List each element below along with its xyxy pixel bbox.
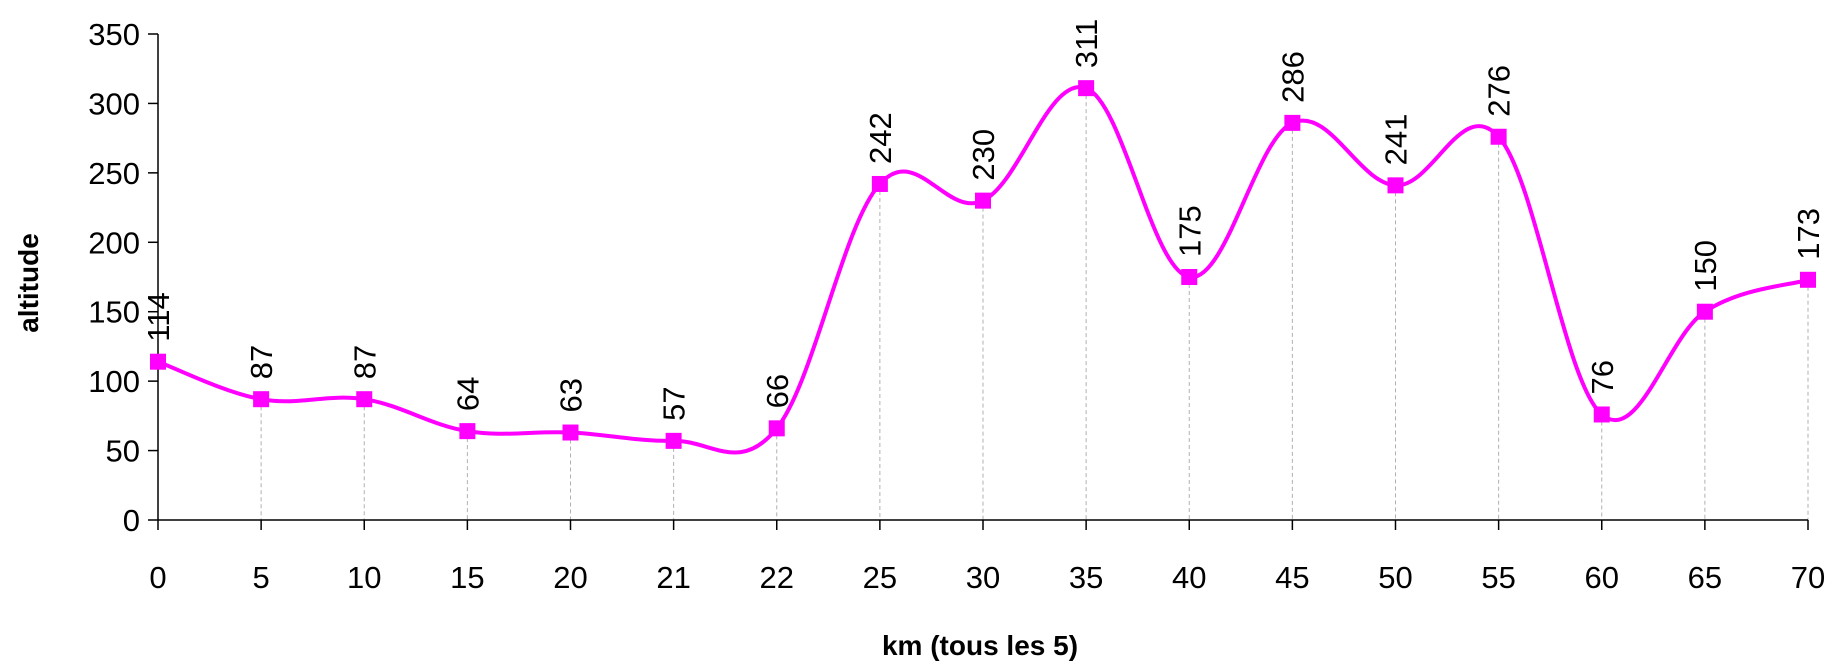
x-tick-label: 60 (1585, 560, 1619, 595)
data-point-marker (871, 175, 888, 192)
drop-lines (157, 88, 1809, 520)
y-tick-label: 50 (106, 434, 140, 469)
x-tick-label: 15 (450, 560, 484, 595)
data-point-marker (562, 424, 579, 441)
data-label: 114 (141, 292, 176, 341)
x-tick-label: 55 (1481, 560, 1515, 595)
y-tick-label: 0 (123, 503, 140, 538)
data-label: 87 (347, 345, 382, 379)
x-tick-label: 0 (149, 560, 166, 595)
data-label: 64 (450, 377, 485, 411)
y-tick-label: 200 (88, 225, 140, 260)
y-tick-label: 250 (88, 156, 140, 191)
y-tick-label: 150 (88, 295, 140, 330)
x-tick-label: 35 (1069, 560, 1103, 595)
x-tick-label: 30 (966, 560, 1000, 595)
data-label: 311 (1069, 19, 1104, 68)
data-label: 173 (1791, 208, 1826, 260)
data-point-marker (1284, 114, 1301, 131)
data-label: 66 (760, 374, 795, 408)
data-label: 230 (966, 129, 1001, 181)
data-point-marker (1593, 406, 1610, 423)
data-label: 63 (554, 378, 589, 412)
data-label: 87 (244, 345, 279, 379)
x-tick-label: 22 (760, 560, 794, 595)
data-point-marker (1800, 271, 1816, 288)
data-label: 242 (863, 112, 898, 164)
data-point-marker (1696, 303, 1713, 320)
data-point-marker (150, 353, 166, 370)
x-axis-title: km (tous les 5) (882, 630, 1078, 661)
x-tick-label: 25 (863, 560, 897, 595)
x-tick-label: 50 (1378, 560, 1412, 595)
axes: 0 50 100 150 200 250 300 350 0 5 10 15 20 21 22 25 30 35 4… (88, 17, 1825, 595)
y-tick-label: 100 (88, 364, 140, 399)
x-tick-label: 21 (656, 560, 690, 595)
data-point-marker (1078, 80, 1095, 97)
x-tick-label: 65 (1688, 560, 1722, 595)
x-tick-label: 10 (347, 560, 381, 595)
altitude-series (150, 80, 1816, 455)
y-axis-title: altitude (13, 233, 44, 333)
y-tick-label: 350 (88, 17, 140, 52)
data-point-marker (459, 423, 476, 440)
x-tick-label: 5 (253, 560, 270, 595)
data-label: 76 (1585, 360, 1620, 394)
x-tick-label: 70 (1791, 560, 1825, 595)
altitude-line (157, 85, 1809, 455)
data-point-marker (975, 192, 991, 209)
data-point-marker (356, 391, 373, 408)
data-point-marker (1181, 269, 1198, 285)
x-tick-label: 45 (1275, 560, 1309, 595)
data-label: 241 (1379, 114, 1414, 166)
data-point-marker (253, 391, 270, 408)
data-label: 276 (1482, 65, 1517, 117)
y-tick-label: 300 (88, 86, 140, 121)
x-tick-label: 40 (1172, 560, 1206, 595)
x-tick-label: 20 (553, 560, 587, 595)
data-label: 57 (657, 386, 692, 420)
data-point-marker (665, 432, 682, 449)
data-label: 175 (1172, 205, 1207, 257)
data-point-marker (768, 420, 785, 437)
data-label: 286 (1275, 51, 1310, 103)
data-point-marker (1490, 128, 1507, 145)
data-labels: 114 87 87 64 63 57 66 242 230 311 175 286 241 276 76 15… (141, 19, 1826, 421)
data-label: 150 (1688, 240, 1723, 292)
data-point-marker (1387, 177, 1404, 194)
